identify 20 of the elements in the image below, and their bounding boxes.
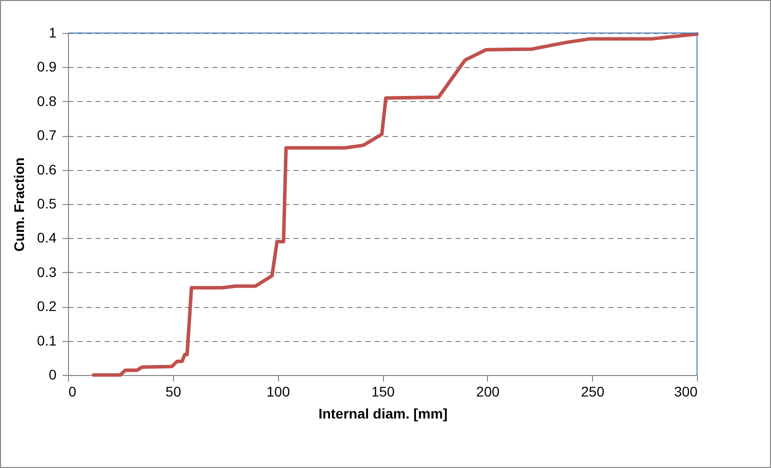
y-tick-label: 0.3 (37, 264, 57, 280)
x-tick-label: 150 (371, 384, 395, 400)
x-tick-label: 50 (166, 384, 182, 400)
x-tick-label: 250 (580, 384, 605, 400)
x-axis-title: Internal diam. [mm] (318, 406, 448, 422)
y-tick-label: 0.7 (37, 127, 57, 144)
y-tick-label: 0.4 (37, 230, 57, 246)
y-tick-label: 0 (48, 366, 57, 382)
x-tick-label: 100 (266, 384, 290, 400)
x-tick-label: 300 (674, 384, 698, 400)
y-tick-label: 1 (48, 24, 57, 40)
x-tick-label: 200 (476, 384, 500, 400)
x-tick-label: 0 (68, 384, 76, 400)
y-tick-label: 0.2 (37, 298, 57, 314)
y-tick-label: 0.5 (37, 196, 57, 212)
y-tick-label: 0.1 (37, 332, 57, 348)
y-tick-label: 0.8 (37, 92, 57, 109)
y-tick-label: 0.9 (37, 58, 57, 75)
y-tick-label: 0.6 (37, 161, 57, 178)
y-axis-title: Cum. Fraction (11, 157, 28, 252)
